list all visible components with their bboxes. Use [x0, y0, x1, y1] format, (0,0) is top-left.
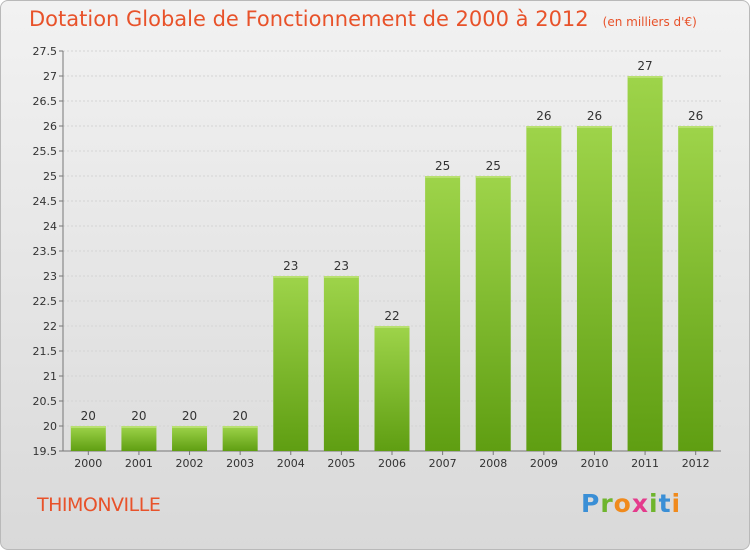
data-label: 20 — [182, 409, 197, 423]
labels: 20 20 20 20 23 23 22 25 25 26 26 27 26 — [81, 59, 704, 423]
data-label: 23 — [334, 259, 349, 273]
unit-label: (en milliers d'€) — [602, 15, 697, 29]
x-tick-label: 2006 — [378, 457, 406, 470]
data-label: 25 — [486, 159, 501, 173]
bar — [222, 426, 258, 451]
bar-top-highlight — [323, 276, 359, 278]
x-tick-label: 2011 — [631, 457, 659, 470]
bar — [576, 126, 612, 451]
x-tick-label: 2000 — [74, 457, 102, 470]
data-label: 20 — [233, 409, 248, 423]
x-tick-label: 2002 — [176, 457, 204, 470]
y-tick-label: 21 — [43, 370, 57, 383]
y-tick-label: 26 — [43, 120, 57, 133]
x-tick-label: 2007 — [429, 457, 457, 470]
data-label: 26 — [587, 109, 602, 123]
x-tick-label: 2010 — [580, 457, 608, 470]
bar-top-highlight — [172, 426, 208, 428]
y-tick-label: 27.5 — [33, 45, 58, 58]
bar-top-highlight — [222, 426, 258, 428]
y-tick-label: 25 — [43, 170, 57, 183]
x-tick-label: 2003 — [226, 457, 254, 470]
bar-top-highlight — [374, 326, 410, 328]
data-label: 20 — [81, 409, 96, 423]
x-tick-label: 2009 — [530, 457, 558, 470]
bar-top-highlight — [475, 176, 511, 178]
bar-top-highlight — [678, 126, 714, 128]
y-tick-label: 25.5 — [33, 145, 58, 158]
y-tick-label: 24 — [43, 220, 57, 233]
bar — [273, 276, 309, 451]
bar — [70, 426, 106, 451]
bars — [70, 76, 714, 451]
y-tick-label: 26.5 — [33, 95, 58, 108]
bar-top-highlight — [576, 126, 612, 128]
bar — [121, 426, 157, 451]
bar-top-highlight — [273, 276, 309, 278]
bar — [627, 76, 663, 451]
proxiti-logo[interactable]: Proxiti — [581, 489, 682, 518]
y-tick-label: 23.5 — [33, 245, 58, 258]
x-tick-label: 2008 — [479, 457, 507, 470]
x-tick-label: 2001 — [125, 457, 153, 470]
y-tick-label: 20.5 — [33, 395, 58, 408]
bar — [526, 126, 562, 451]
bar-top-highlight — [70, 426, 106, 428]
y-tick-label: 22.5 — [33, 295, 58, 308]
bar — [374, 326, 410, 451]
y-tick-label: 23 — [43, 270, 57, 283]
y-tick-label: 21.5 — [33, 345, 58, 358]
y-tick-label: 19.5 — [33, 445, 58, 458]
bar — [425, 176, 461, 451]
x-tick-label: 2004 — [277, 457, 305, 470]
bar — [172, 426, 208, 451]
data-label: 26 — [688, 109, 703, 123]
bar-top-highlight — [627, 76, 663, 78]
y-tick-label: 24.5 — [33, 195, 58, 208]
y-tick-label: 20 — [43, 420, 57, 433]
data-label: 26 — [536, 109, 551, 123]
bar-top-highlight — [526, 126, 562, 128]
data-label: 23 — [283, 259, 298, 273]
data-label: 20 — [131, 409, 146, 423]
x-tick-label: 2012 — [682, 457, 710, 470]
commune-name: THIMONVILLE — [37, 494, 161, 516]
bar — [475, 176, 511, 451]
chart-title: Dotation Globale de Fonctionnement de 20… — [29, 7, 697, 31]
bar — [323, 276, 359, 451]
bar-top-highlight — [121, 426, 157, 428]
bar — [678, 126, 714, 451]
x-tick-label: 2005 — [327, 457, 355, 470]
data-label: 25 — [435, 159, 450, 173]
bar-top-highlight — [425, 176, 461, 178]
data-label: 22 — [384, 309, 399, 323]
y-tick-label: 22 — [43, 320, 57, 333]
data-label: 27 — [637, 59, 652, 73]
y-tick-label: 27 — [43, 70, 57, 83]
